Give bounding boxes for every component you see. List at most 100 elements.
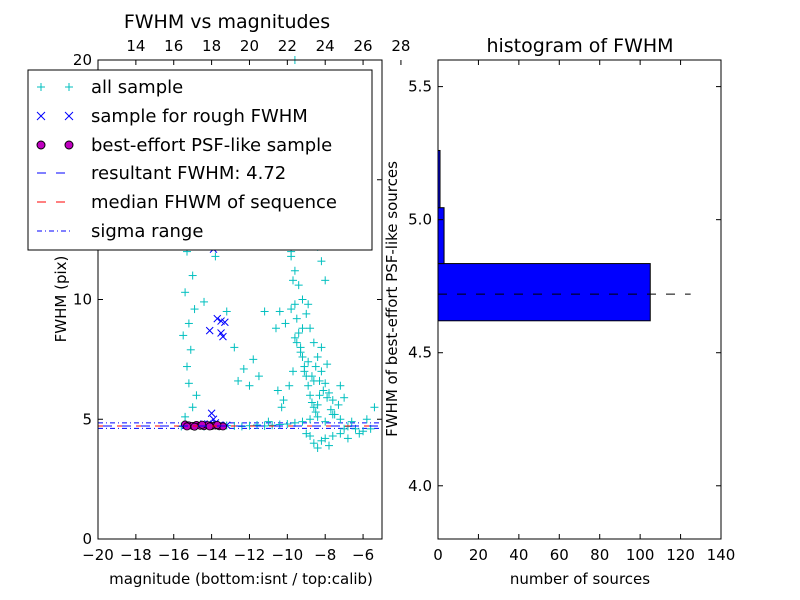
data-point-all-sample: [324, 441, 333, 450]
data-point-all-sample: [298, 352, 307, 361]
histogram-x-axis-label: number of sources: [510, 570, 650, 588]
hist-y-tick-label: 5.0: [408, 211, 432, 229]
data-point-all-sample: [275, 307, 284, 316]
y-tick-label: 20: [73, 51, 92, 69]
data-point-all-sample: [313, 400, 322, 409]
data-point-all-sample: [307, 372, 316, 381]
data-point-all-sample: [304, 357, 313, 366]
data-point-all-sample: [279, 396, 288, 405]
data-point-all-sample: [317, 257, 326, 266]
data-point-all-sample: [230, 343, 239, 352]
histogram-data-layer: [437, 149, 691, 322]
data-point-rough-sample: [219, 332, 227, 341]
data-point-all-sample: [182, 362, 191, 371]
data-point-all-sample: [311, 408, 320, 417]
data-point-psf-sample: [213, 420, 222, 429]
x-marker-b: [217, 317, 225, 325]
data-point-all-sample: [302, 309, 311, 318]
legend-entry-resultant-fwhm: resultant FWHM: 4.72: [37, 163, 286, 184]
histogram-title: histogram of FWHM: [486, 35, 673, 57]
hist-x-tick-label: 120: [666, 546, 695, 564]
data-point-all-sample: [298, 324, 307, 333]
x-marker-b: [213, 314, 222, 323]
top-x-tick-label: 28: [391, 37, 410, 55]
legend-entry-psf-sample: best-effort PSF-like sample: [36, 135, 332, 156]
data-point-all-sample: [340, 393, 349, 402]
data-point-psf-sample: [190, 422, 199, 431]
x-marker-b: [205, 326, 214, 335]
data-point-all-sample: [289, 367, 298, 376]
x-tick-label: −18: [120, 546, 152, 564]
data-point-all-sample: [184, 319, 193, 328]
data-point-all-sample: [311, 362, 320, 371]
data-point-all-sample: [343, 434, 352, 443]
data-point-rough-sample: [205, 326, 214, 335]
y-tick-label: 0: [82, 530, 92, 548]
x-marker-b: [217, 329, 225, 337]
data-point-rough-sample: [207, 409, 216, 418]
data-point-all-sample: [275, 420, 284, 429]
data-point-all-sample: [283, 420, 292, 429]
data-point-all-sample: [287, 305, 296, 314]
scatter-legend: all sample sample for rough FWHM best-ef…: [27, 69, 373, 251]
top-x-tick-label: 24: [316, 37, 335, 55]
legend-marker-x: [36, 111, 74, 121]
data-point-all-sample: [309, 376, 318, 385]
top-x-tick-label: 18: [202, 37, 221, 55]
data-point-all-sample: [304, 300, 313, 309]
legend-entry-rough-sample: sample for rough FWHM: [36, 106, 308, 127]
legend-entry-sigma-range: sigma range: [37, 221, 203, 242]
scatter-x-axis-label: magnitude (bottom:isnt / top:calib): [109, 570, 373, 588]
data-point-all-sample: [321, 434, 330, 443]
data-point-all-sample: [336, 415, 345, 424]
y-tick-label: 5: [82, 410, 92, 428]
legend-label-rough-sample: sample for rough FWHM: [91, 106, 308, 127]
data-point-all-sample: [370, 403, 379, 412]
data-point-rough-sample: [220, 318, 229, 327]
x-marker-b: [220, 318, 229, 327]
data-point-all-sample: [292, 314, 301, 323]
data-point-all-sample: [294, 281, 303, 290]
legend-entry-median-fwhm: median FHWM of sequence: [37, 192, 337, 213]
x-tick-label: −6: [352, 546, 374, 564]
data-point-all-sample: [313, 443, 322, 452]
data-point-all-sample: [234, 376, 243, 385]
data-point-rough-sample: [217, 329, 225, 337]
y-tick-label: 10: [73, 291, 92, 309]
data-point-all-sample: [298, 295, 307, 304]
data-point-all-sample: [321, 417, 330, 426]
scatter-y-axis-label: FWHM (pix): [52, 256, 70, 343]
data-point-all-sample: [306, 415, 315, 424]
data-point-all-sample: [323, 393, 332, 402]
hist-x-tick-label: 0: [433, 546, 443, 564]
data-point-all-sample: [313, 352, 322, 361]
data-point-all-sample: [330, 410, 339, 419]
data-point-all-sample: [245, 381, 254, 390]
data-point-all-sample: [190, 305, 199, 314]
legend-marker-circle: [36, 140, 74, 150]
hist-y-tick-label: 4.5: [408, 344, 432, 362]
data-point-all-sample: [328, 396, 337, 405]
data-point-all-sample: [347, 417, 356, 426]
data-point-all-sample: [334, 400, 343, 409]
data-point-all-sample: [268, 421, 277, 430]
hist-y-tick-label: 4.0: [408, 477, 432, 495]
data-point-all-sample: [319, 386, 328, 395]
x-tick-label: −10: [272, 546, 304, 564]
x-tick-label: −16: [158, 546, 190, 564]
data-point-all-sample: [289, 276, 298, 285]
data-point-all-sample: [323, 360, 332, 369]
data-point-all-sample: [306, 391, 315, 400]
data-point-all-sample: [222, 307, 231, 316]
histogram-bar: [437, 263, 651, 322]
data-point-all-sample: [285, 381, 294, 390]
top-x-tick-label: 14: [126, 37, 145, 55]
data-point-all-sample: [321, 379, 330, 388]
data-point-all-sample: [277, 403, 286, 412]
histogram-y-axis-label: FWHM of best-effort PSF-like sources: [383, 161, 401, 437]
data-point-all-sample: [188, 271, 197, 280]
data-point-all-sample: [254, 372, 263, 381]
histogram-panel: 0 20 40 60 80 100 120 140 4.0 4.5 5.0 5.5 histogram…: [383, 35, 735, 588]
data-point-all-sample: [211, 252, 220, 261]
